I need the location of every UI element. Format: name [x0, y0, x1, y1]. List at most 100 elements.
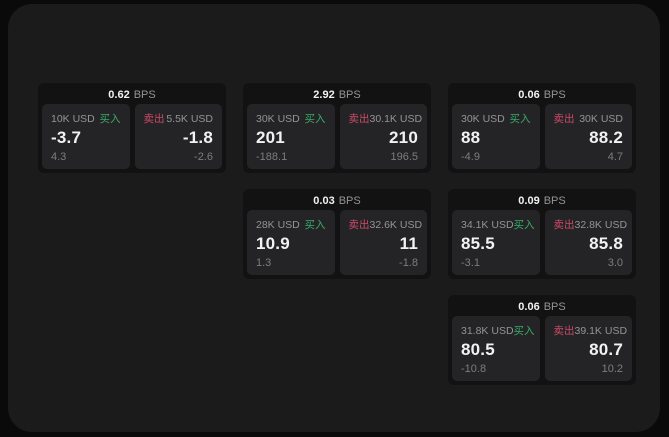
card-header: 0.06 BPS: [452, 299, 632, 316]
bps-value: 0.03: [313, 195, 335, 207]
quote-card[interactable]: 0.62 BPS 10K USD 买入 -3.7 4.3 卖出 5.5K USD…: [38, 83, 226, 173]
sell-panel[interactable]: 卖出 32.6K USD 11 -1.8: [339, 210, 427, 275]
buy-amount: 30K USD: [256, 112, 300, 125]
card-header: 0.03 BPS: [247, 193, 427, 210]
card-body: 30K USD 买入 201 -188.1 卖出 30.1K USD 210 1…: [247, 104, 427, 169]
sell-price: 210: [389, 128, 418, 147]
card-body: 31.8K USD 买入 80.5 -10.8 卖出 39.1K USD 80.…: [452, 316, 632, 381]
sell-panel[interactable]: 卖出 5.5K USD -1.8 -2.6: [134, 104, 222, 169]
sell-delta: 4.7: [607, 151, 623, 163]
card-body: 10K USD 买入 -3.7 4.3 卖出 5.5K USD -1.8 -2.…: [42, 104, 222, 169]
sell-price: -1.8: [182, 128, 213, 147]
buy-amount: 30K USD: [461, 112, 505, 125]
quote-card[interactable]: 0.03 BPS 28K USD 买入 10.9 1.3 卖出 32.6K US…: [243, 189, 431, 279]
quote-card[interactable]: 2.92 BPS 30K USD 买入 201 -188.1 卖出 30.1K …: [243, 83, 431, 173]
buy-panel-header: 28K USD 买入: [256, 217, 326, 232]
bps-value: 0.62: [108, 89, 130, 101]
card-body: 30K USD 买入 88 -4.9 卖出 30K USD 88.2 4.7: [452, 104, 632, 169]
buy-amount: 31.8K USD: [461, 324, 514, 337]
sell-label: 卖出: [143, 113, 165, 125]
sell-label: 卖出: [553, 113, 575, 125]
sell-amount: 32.8K USD: [574, 218, 628, 231]
buy-label: 买入: [513, 325, 535, 337]
sell-panel-header: 卖出 5.5K USD: [144, 111, 214, 126]
buy-panel-header: 10K USD 买入: [51, 111, 121, 126]
buy-panel-header: 31.8K USD 买入: [461, 323, 535, 338]
quote-card[interactable]: 0.06 BPS 30K USD 买入 88 -4.9 卖出 30K USD 8…: [448, 83, 636, 173]
buy-panel-header: 30K USD 买入: [461, 111, 531, 126]
sell-price: 80.7: [589, 340, 623, 359]
sell-delta: 196.5: [390, 151, 418, 163]
buy-delta: 4.3: [51, 151, 67, 163]
buy-panel[interactable]: 34.1K USD 买入 85.5 -3.1: [452, 210, 540, 275]
buy-panel[interactable]: 10K USD 买入 -3.7 4.3: [42, 104, 130, 169]
buy-label: 买入: [304, 113, 326, 125]
buy-panel[interactable]: 30K USD 买入 88 -4.9: [452, 104, 540, 169]
bps-unit-label: BPS: [133, 89, 156, 101]
sell-delta: -1.8: [399, 257, 418, 269]
sell-amount: 30.1K USD: [369, 112, 423, 125]
sell-panel[interactable]: 卖出 30K USD 88.2 4.7: [544, 104, 632, 169]
buy-panel[interactable]: 31.8K USD 买入 80.5 -10.8: [452, 316, 540, 381]
bps-unit-label: BPS: [338, 195, 361, 207]
buy-label: 买入: [513, 219, 535, 231]
bps-value: 0.06: [518, 89, 540, 101]
buy-label: 买入: [99, 113, 121, 125]
buy-amount: 10K USD: [51, 112, 95, 125]
buy-delta: -3.1: [461, 257, 480, 269]
sell-amount: 5.5K USD: [166, 112, 213, 125]
sell-price: 88.2: [589, 128, 623, 147]
buy-panel-header: 30K USD 买入: [256, 111, 326, 126]
buy-delta: 1.3: [256, 257, 272, 269]
bps-unit-label: BPS: [338, 89, 361, 101]
buy-panel[interactable]: 30K USD 买入 201 -188.1: [247, 104, 335, 169]
sell-delta: 10.2: [601, 363, 623, 375]
buy-label: 买入: [509, 113, 531, 125]
cards-grid: 0.62 BPS 10K USD 买入 -3.7 4.3 卖出 5.5K USD…: [38, 83, 636, 385]
buy-price: -3.7: [51, 128, 82, 147]
card-body: 28K USD 买入 10.9 1.3 卖出 32.6K USD 11 -1.8: [247, 210, 427, 275]
buy-amount: 28K USD: [256, 218, 300, 231]
sell-price: 85.8: [589, 234, 623, 253]
buy-panel-header: 34.1K USD 买入: [461, 217, 535, 232]
buy-label: 买入: [304, 219, 326, 231]
buy-delta: -188.1: [256, 151, 288, 163]
buy-amount: 34.1K USD: [461, 218, 514, 231]
main-panel: 0.62 BPS 10K USD 买入 -3.7 4.3 卖出 5.5K USD…: [8, 4, 660, 432]
sell-panel-header: 卖出 32.6K USD: [348, 217, 423, 232]
quote-card[interactable]: 0.09 BPS 34.1K USD 买入 85.5 -3.1 卖出 32.8K…: [448, 189, 636, 279]
buy-price: 201: [256, 128, 285, 147]
sell-panel-header: 卖出 30K USD: [554, 111, 624, 126]
buy-delta: -4.9: [461, 151, 480, 163]
sell-delta: -2.6: [194, 151, 213, 163]
sell-panel[interactable]: 卖出 39.1K USD 80.7 10.2: [544, 316, 632, 381]
bps-value: 0.06: [518, 301, 540, 313]
sell-panel-header: 卖出 30.1K USD: [348, 111, 423, 126]
sell-panel-header: 卖出 39.1K USD: [554, 323, 628, 338]
sell-panel[interactable]: 卖出 32.8K USD 85.8 3.0: [544, 210, 632, 275]
bps-unit-label: BPS: [543, 89, 566, 101]
buy-price: 88: [461, 128, 481, 147]
card-body: 34.1K USD 买入 85.5 -3.1 卖出 32.8K USD 85.8…: [452, 210, 632, 275]
sell-label: 卖出: [348, 219, 370, 231]
sell-panel-header: 卖出 32.8K USD: [553, 217, 628, 232]
buy-price: 85.5: [461, 234, 495, 253]
card-header: 2.92 BPS: [247, 87, 427, 104]
card-header: 0.09 BPS: [452, 193, 632, 210]
sell-delta: 3.0: [607, 257, 623, 269]
card-header: 0.06 BPS: [452, 87, 632, 104]
sell-label: 卖出: [348, 113, 370, 125]
card-header: 0.62 BPS: [42, 87, 222, 104]
sell-panel[interactable]: 卖出 30.1K USD 210 196.5: [339, 104, 427, 169]
buy-panel[interactable]: 28K USD 买入 10.9 1.3: [247, 210, 335, 275]
quote-card[interactable]: 0.06 BPS 31.8K USD 买入 80.5 -10.8 卖出 39.1…: [448, 295, 636, 385]
sell-label: 卖出: [553, 219, 575, 231]
sell-amount: 32.6K USD: [369, 218, 423, 231]
sell-price: 11: [399, 234, 418, 253]
bps-unit-label: BPS: [543, 195, 566, 207]
buy-delta: -10.8: [461, 363, 487, 375]
buy-price: 80.5: [461, 340, 495, 359]
sell-amount: 30K USD: [579, 112, 623, 125]
bps-value: 0.09: [518, 195, 540, 207]
bps-value: 2.92: [313, 89, 335, 101]
